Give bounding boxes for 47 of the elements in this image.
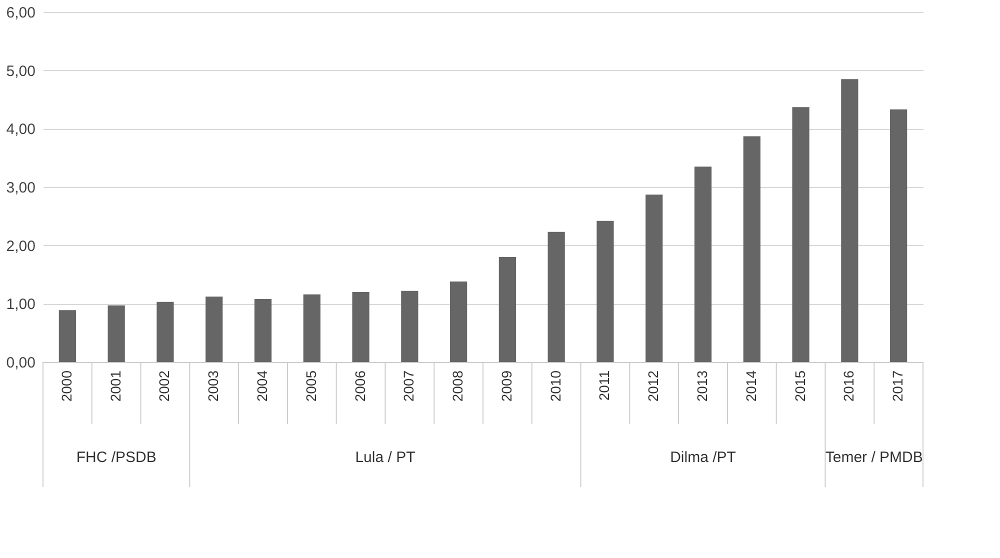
x-tick-label: 2014 [742,370,759,402]
bar [743,136,760,362]
text: Dilma /PT [670,449,736,466]
y-tick-label: 3,00 [6,180,36,196]
x-tick-label: 2000 [58,370,74,402]
x-tick-label: 2012 [645,370,662,402]
bar [548,232,565,362]
x-tick-label: 2010 [547,370,564,402]
y-tick-label: 5,00 [6,62,36,80]
x-tick-label: 2005 [302,370,319,402]
bar [792,107,810,362]
bar [254,299,272,362]
x-tick-label: 2003 [205,370,222,402]
y-tick-label: 0,00 [6,354,36,372]
bar [156,302,174,362]
x-tick-label: 2017 [890,370,906,402]
bar [890,109,908,362]
y-tick-label: 4,00 [6,121,36,138]
y-tick-label: 1,00 [6,296,36,314]
text: Temer / PMDB [825,449,923,466]
bar [498,257,516,362]
bar [108,305,125,362]
x-tick-label: 2016 [840,370,857,402]
bar [352,292,370,362]
bar [694,166,712,362]
text: Lula / PT [355,449,416,466]
y-tick-label: 6,00 [6,4,36,22]
x-tick-label: 2015 [792,370,808,402]
x-tick-label: 2006 [352,370,368,402]
x-tick-label: 2002 [156,370,172,402]
bar [841,79,858,362]
x-tick-label: 2008 [450,370,466,402]
x-tick-label: 2001 [107,370,124,402]
bar [450,282,468,362]
x-tick-label: 2007 [400,370,417,402]
bar [58,310,76,362]
x-tick-label: 2011 [596,370,612,401]
bar [206,296,223,362]
x-tick-label: 2004 [254,370,270,402]
x-tick-label: 2009 [498,370,514,402]
text: FHC /PSDB [76,449,156,466]
bar [303,294,320,362]
x-tick-label: 2013 [694,370,710,402]
bar [401,290,418,362]
bar [596,220,614,362]
y-tick-label: 2,00 [6,238,36,255]
bar [646,194,663,362]
